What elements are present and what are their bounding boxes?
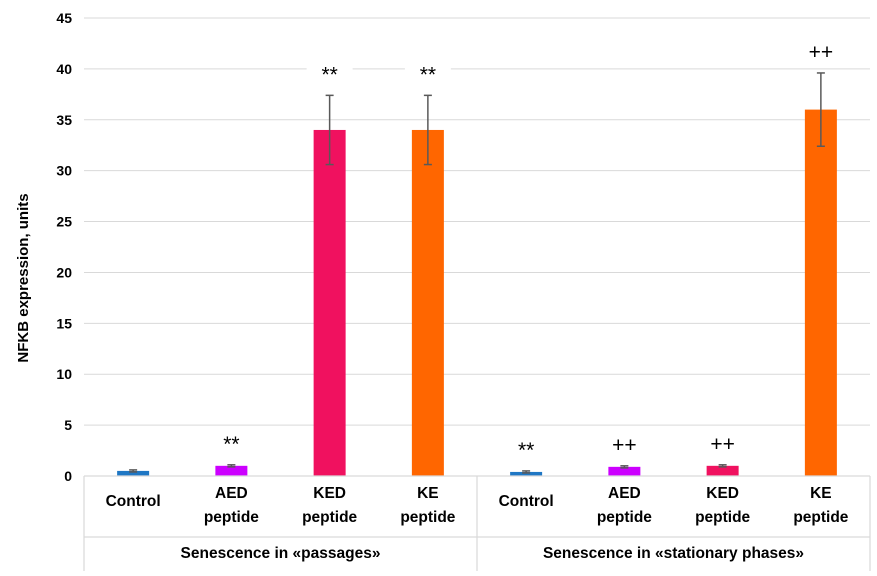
significance-marker: ** xyxy=(518,439,534,462)
error-bars xyxy=(129,72,825,474)
bar xyxy=(706,465,739,476)
error-bar xyxy=(227,464,236,468)
significance-marker: ++ xyxy=(809,41,834,64)
significance-backdrop xyxy=(503,441,550,462)
significance-marker: ** xyxy=(321,63,337,86)
y-tick-label: 35 xyxy=(56,112,72,128)
bar xyxy=(215,465,248,476)
x-tick-label: AED peptide xyxy=(204,485,259,526)
y-tick-label: 25 xyxy=(56,214,72,230)
significance-markers: ** ** ** ** ++ ++ ++ xyxy=(208,41,844,462)
x-tick-label: KE peptide xyxy=(400,485,455,526)
x-tick-label: KE peptide xyxy=(793,485,848,526)
error-bar xyxy=(423,94,432,166)
y-axis-title: NFKB expression, units xyxy=(15,193,32,362)
bar xyxy=(117,470,150,476)
significance-backdrop xyxy=(306,66,353,87)
bar xyxy=(510,471,543,476)
bar xyxy=(608,466,641,476)
x-axis: Control AED peptide KED peptide KE peptide Cont… xyxy=(83,475,871,571)
y-tick-label: 0 xyxy=(64,468,72,484)
bar xyxy=(411,129,444,476)
error-bar xyxy=(718,464,727,468)
y-tick-label: 15 xyxy=(56,315,72,331)
y-tick-label: 45 xyxy=(56,10,72,26)
error-bar xyxy=(129,469,138,473)
bar xyxy=(804,109,837,476)
significance-backdrop xyxy=(797,43,844,64)
significance-backdrop xyxy=(208,435,255,456)
significance-marker: ++ xyxy=(710,433,735,456)
group-label: Senescence in «stationary phases» xyxy=(543,545,804,562)
error-bar xyxy=(522,470,531,474)
y-axis-title-group: NFKB expression, units xyxy=(15,193,32,362)
error-bar xyxy=(620,465,629,469)
significance-marker: ** xyxy=(420,63,436,86)
x-tick-label: Control xyxy=(499,493,554,510)
y-tick-label: 40 xyxy=(56,61,72,77)
bar xyxy=(313,129,346,476)
y-axis: 0 5 10 15 20 25 30 35 40 45 xyxy=(56,10,72,484)
gridlines xyxy=(84,17,870,426)
significance-backdrop xyxy=(601,436,648,457)
x-tick-label: Control xyxy=(106,493,161,510)
significance-backdrop xyxy=(404,66,451,87)
x-tick-label: KED peptide xyxy=(302,485,357,526)
error-bar xyxy=(325,94,334,166)
error-bar xyxy=(816,72,825,147)
significance-marker: ++ xyxy=(612,434,637,457)
x-tick-label: AED peptide xyxy=(597,485,652,526)
x-tick-label: KED peptide xyxy=(695,485,750,526)
y-tick-label: 30 xyxy=(56,163,72,179)
y-tick-label: 10 xyxy=(56,366,72,382)
y-tick-label: 20 xyxy=(56,264,72,280)
significance-marker: ** xyxy=(223,433,239,456)
significance-backdrop xyxy=(699,435,746,456)
bars xyxy=(117,109,837,476)
group-label: Senescence in «passages» xyxy=(181,545,381,562)
y-tick-label: 5 xyxy=(64,417,72,433)
